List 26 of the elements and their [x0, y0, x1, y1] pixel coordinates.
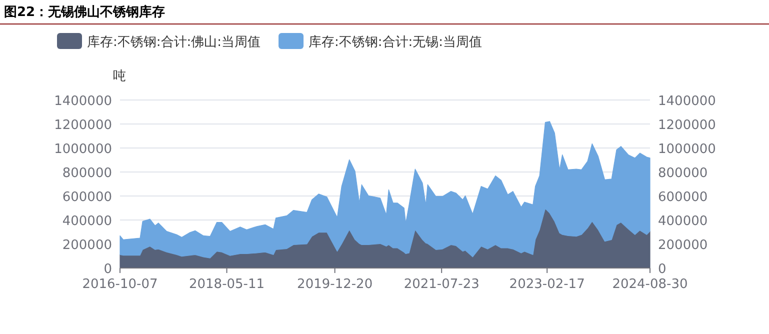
- x-tick-label: 2019-12-20: [297, 277, 373, 292]
- y2-tick-label: 200000: [658, 238, 708, 253]
- y-axis-title: 吨: [113, 69, 126, 84]
- y-tick-label: 200000: [62, 238, 112, 253]
- y-tick-label: 600000: [62, 190, 112, 205]
- x-tick-label: 2023-02-17: [509, 277, 585, 292]
- y-tick-label: 800000: [62, 166, 112, 181]
- y-tick-label: 1400000: [54, 94, 112, 109]
- y-tick-label: 400000: [62, 214, 112, 229]
- y-tick-label: 1200000: [54, 118, 112, 133]
- y2-tick-label: 1200000: [658, 118, 716, 133]
- legend-label: 库存:不锈钢:合计:无锡:当周值: [308, 35, 482, 50]
- y-tick-label: 1000000: [54, 142, 112, 157]
- y2-tick-label: 400000: [658, 214, 708, 229]
- y2-tick-label: 600000: [658, 190, 708, 205]
- chart-title: 图22：无锡佛山不锈钢库存: [4, 4, 166, 20]
- x-tick-label: 2021-07-23: [404, 277, 480, 292]
- y2-tick-label: 1400000: [658, 94, 716, 109]
- x-tick-label: 2018-05-11: [188, 277, 265, 292]
- x-tick-label: 2016-10-07: [82, 277, 158, 292]
- x-tick-label: 2024-08-30: [612, 277, 688, 292]
- legend-label: 库存:不锈钢:合计:佛山:当周值: [87, 35, 261, 50]
- y2-tick-label: 1000000: [658, 142, 716, 157]
- y2-tick-label: 0: [658, 262, 666, 277]
- y-tick-label: 0: [104, 262, 112, 277]
- y2-tick-label: 800000: [658, 166, 708, 181]
